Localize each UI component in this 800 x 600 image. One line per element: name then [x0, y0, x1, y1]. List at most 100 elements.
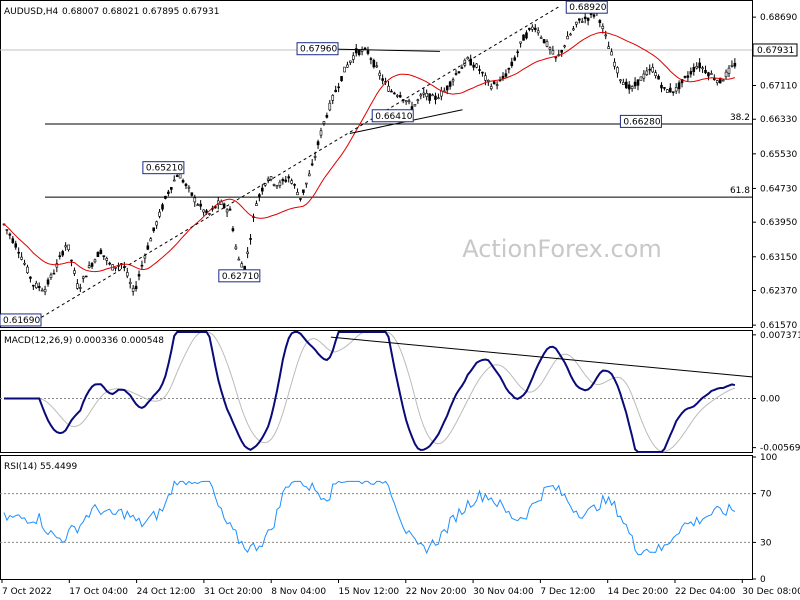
candle-body [208, 213, 211, 215]
candle-body [167, 191, 170, 194]
candle-body [513, 57, 517, 61]
candle-body [70, 259, 73, 262]
candle-body [569, 33, 572, 36]
candle-body [484, 75, 487, 81]
rsi-header: RSI(14) 55.4499 [4, 462, 77, 472]
candle-body [55, 263, 59, 268]
candle-body [90, 263, 94, 267]
candle-body [340, 76, 343, 82]
candle-body [363, 47, 367, 50]
candle-body [592, 14, 596, 17]
candle-body [125, 272, 129, 277]
candle-body [49, 274, 53, 278]
price-axis-label: 0.64730 [760, 184, 797, 194]
candle-body [287, 176, 291, 179]
macd-main-line [4, 331, 736, 453]
candle-body [551, 50, 555, 55]
candle-body [193, 197, 197, 203]
candle-body [548, 47, 552, 50]
candle-body [26, 266, 29, 274]
candle-body [398, 95, 402, 98]
dashed-trendline [41, 5, 561, 318]
candle-body [440, 90, 443, 97]
candle-body [199, 203, 202, 207]
candle-body [316, 141, 320, 146]
candle-body [448, 81, 452, 87]
candle-body [172, 179, 176, 182]
candle-body [539, 37, 543, 39]
candle-body [258, 194, 261, 197]
candle-body [140, 264, 144, 267]
price-axis-label: 0.68690 [760, 13, 797, 23]
candle-body [407, 100, 411, 103]
candle-body [589, 13, 593, 15]
price-label-box [296, 42, 339, 56]
x-axis-label: 15 Nov 12:00 [338, 587, 399, 597]
candle-body [627, 84, 631, 90]
candle-body [278, 181, 282, 186]
candle-body [73, 270, 76, 274]
candle-body [516, 51, 519, 54]
candle-body [32, 284, 35, 287]
candle-body [648, 68, 652, 71]
x-axis-label: 7 Oct 2022 [2, 587, 52, 597]
candle-body [290, 180, 293, 184]
candle-body [560, 49, 563, 53]
candle-body [178, 173, 182, 179]
candle-body [525, 32, 528, 39]
candle-body [677, 82, 681, 90]
x-axis-label: 22 Dec 04:00 [675, 587, 736, 597]
candle-body [93, 259, 97, 263]
candle-body [583, 16, 587, 20]
candle-body [149, 238, 153, 242]
macd-axis-label: -0.005693 [760, 444, 800, 454]
candle-body [378, 72, 382, 76]
candle-body [416, 99, 420, 102]
candle-body [710, 73, 713, 75]
candle-body [131, 287, 135, 292]
x-axis-label: 22 Nov 20:00 [406, 587, 467, 597]
candle-body [196, 204, 200, 206]
candle-body [81, 276, 85, 279]
candle-body [343, 66, 346, 73]
candle-body [61, 251, 65, 256]
rsi-line [3, 480, 736, 556]
candle-body [164, 195, 167, 199]
price-panel [0, 0, 753, 328]
candle-body [181, 180, 185, 183]
price-axis-label: 0.63150 [760, 253, 797, 263]
candle-body [654, 72, 657, 76]
candle-body [325, 115, 329, 118]
candle-body [466, 57, 470, 60]
candle-body [727, 67, 731, 74]
candle-body [43, 288, 47, 293]
candle-body [680, 79, 684, 84]
last-price-label: 0.67931 [757, 46, 794, 56]
candle-body [87, 265, 91, 269]
candle-body [601, 25, 605, 29]
candle-body [390, 90, 393, 93]
candle-body [707, 72, 710, 77]
candle-body [225, 209, 229, 213]
candle-body [622, 82, 625, 85]
candle-body [478, 69, 481, 71]
candle-body [76, 283, 79, 289]
candle-body [624, 81, 628, 89]
candle-body [231, 228, 235, 231]
candle-body [575, 21, 578, 25]
candle-body [578, 18, 581, 21]
candle-body [674, 87, 678, 92]
candle-body [642, 73, 646, 79]
candle-body [636, 79, 640, 86]
candle-body [234, 246, 238, 250]
candle-body [79, 287, 82, 289]
candle-body [114, 267, 117, 269]
candle-body [299, 198, 302, 200]
macd-signal-line [4, 331, 736, 453]
candle-body [346, 64, 349, 68]
candle-body [260, 187, 264, 192]
candle-body [58, 255, 62, 258]
price-label-box [619, 114, 662, 128]
price-axis-label: 0.66330 [760, 115, 797, 125]
candle-body [96, 251, 100, 258]
